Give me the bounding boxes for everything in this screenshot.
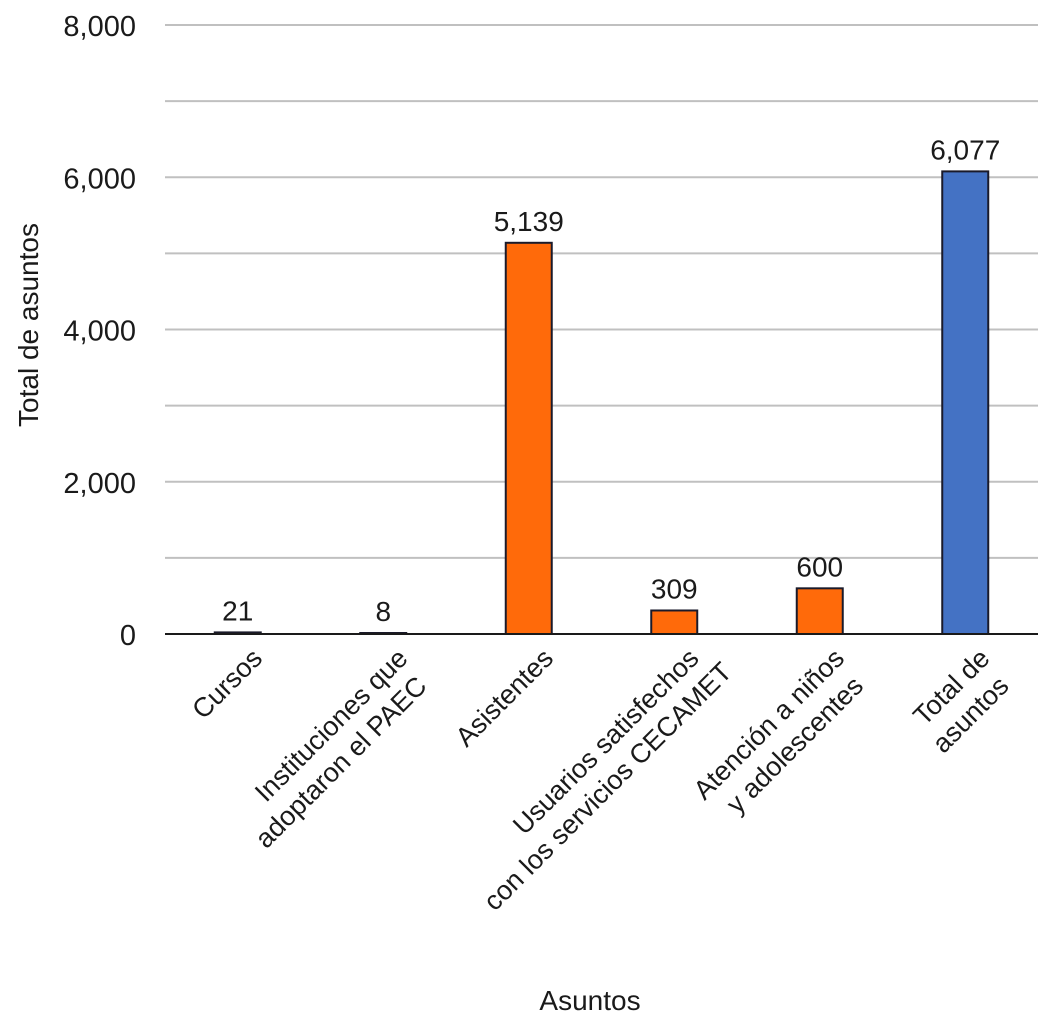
data-label: 8 bbox=[375, 596, 391, 627]
y-tick-label: 2,000 bbox=[63, 468, 136, 500]
y-tick-label: 6,000 bbox=[63, 163, 136, 195]
category-label-line: Cursos bbox=[186, 643, 268, 725]
y-axis-ticks: 0 2,000 4,000 6,000 8,000 bbox=[63, 11, 136, 652]
x-axis-title: Asuntos bbox=[539, 985, 640, 1016]
y-tick-label: 8,000 bbox=[63, 11, 136, 43]
bar bbox=[795, 587, 844, 636]
data-label: 6,077 bbox=[930, 134, 1000, 165]
y-tick-label: 4,000 bbox=[63, 316, 136, 348]
gridlines bbox=[165, 24, 1038, 559]
category-label: Asistentes bbox=[450, 643, 559, 752]
category-label: Total deasuntos bbox=[903, 643, 1019, 759]
y-axis-title: Total de asuntos bbox=[13, 223, 44, 427]
bar bbox=[504, 241, 553, 635]
category-label-line: Asistentes bbox=[450, 643, 559, 752]
category-label: Cursos bbox=[186, 643, 268, 725]
data-label: 600 bbox=[796, 551, 843, 582]
category-label: Instituciones queadoptaron el PAEC bbox=[226, 643, 437, 854]
bar bbox=[941, 170, 990, 636]
data-label: 21 bbox=[222, 595, 253, 626]
bar bbox=[650, 609, 699, 635]
category-label: Usuarios satisfechoscon los servicios CE… bbox=[454, 633, 737, 916]
data-label: 5,139 bbox=[494, 206, 564, 237]
bars: 21 8 5,139 309 600 6,077 bbox=[213, 134, 1000, 636]
data-label: 309 bbox=[651, 573, 698, 604]
y-tick-label: 0 bbox=[120, 620, 136, 652]
